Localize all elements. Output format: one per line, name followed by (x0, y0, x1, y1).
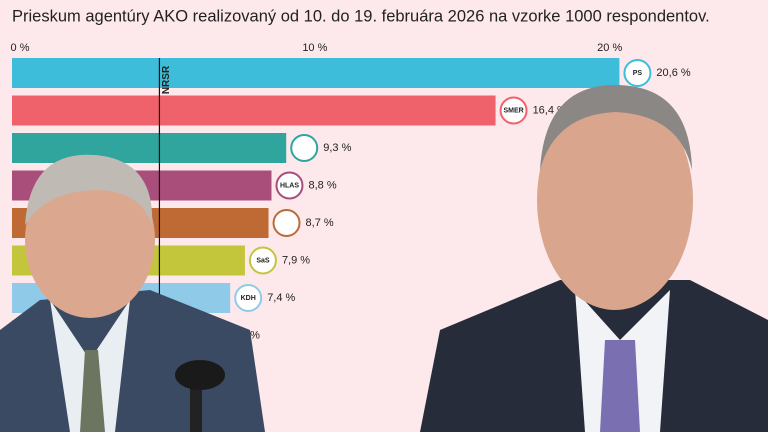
bar (12, 133, 287, 163)
bar (12, 95, 496, 126)
party-logo-label: HLAS (280, 182, 299, 189)
value-label: 8,7 % (306, 217, 334, 229)
threshold-label: NRSR (161, 65, 172, 94)
x-tick-label: 0 % (11, 42, 30, 54)
value-label: 7,4 % (267, 292, 295, 304)
bar (12, 58, 620, 88)
photo-left (0, 154, 265, 432)
value-label: 7,9 % (282, 254, 310, 266)
party-logo-label: PS (633, 70, 643, 77)
party-logo (499, 96, 528, 125)
party-logo-label: KDH (241, 295, 256, 302)
party-logo-label: SMER (503, 107, 523, 114)
photo-right (420, 85, 768, 432)
party-logo (275, 171, 304, 200)
value-label: 9,3 % (323, 142, 351, 154)
chart-subtitle: Prieskum agentúry AKO realizovaný od 10.… (12, 7, 710, 25)
party-logo (623, 59, 652, 87)
party-logo-label: SaS (256, 257, 270, 264)
party-logo (290, 134, 319, 162)
x-tick-label: 10 % (302, 42, 327, 54)
x-tick-label: 20 % (597, 42, 622, 54)
value-label: 8,8 % (308, 179, 336, 191)
party-logo (248, 246, 277, 275)
value-label: 20,6 % (656, 67, 690, 79)
party-logo (234, 284, 263, 312)
party-logo (272, 209, 301, 237)
